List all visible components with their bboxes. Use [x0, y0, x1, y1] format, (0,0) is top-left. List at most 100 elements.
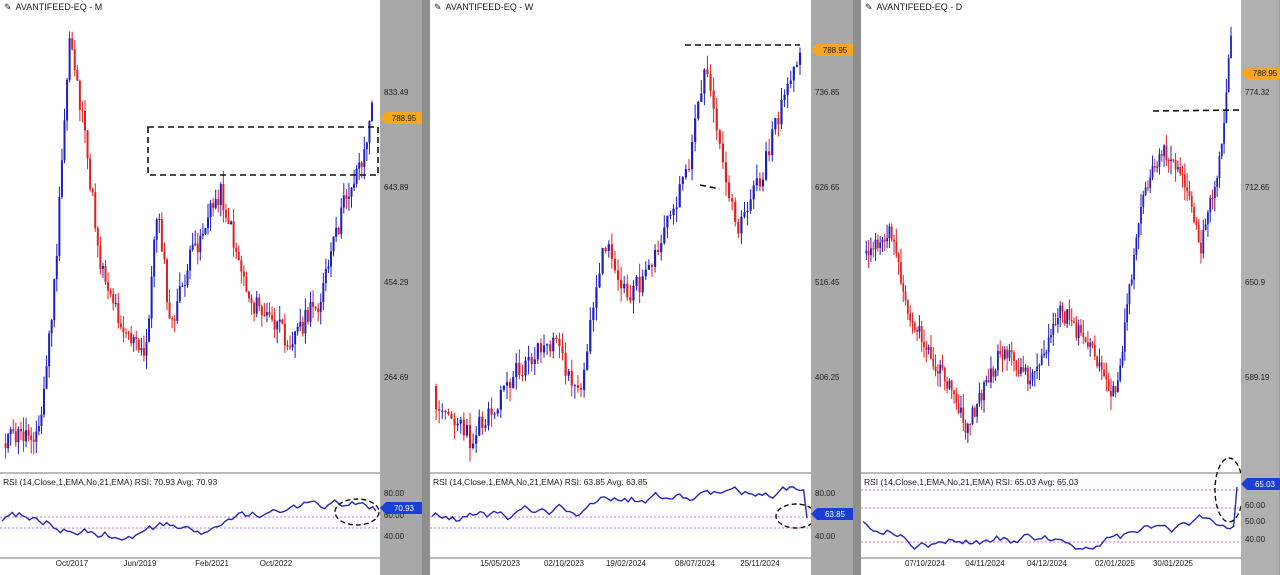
candle-body: [173, 319, 176, 321]
candle-body: [360, 162, 363, 167]
chart-panel-weekly[interactable]: 15/05/2023 02/10/2023 19/02/2024 08/07/2024…: [430, 0, 811, 575]
candle-body: [1174, 159, 1177, 170]
candle-body: [1147, 187, 1149, 189]
candle-body: [1160, 154, 1163, 156]
time-axis-label: Feb/2021: [195, 559, 229, 568]
candle-body: [240, 260, 243, 272]
candle-body: [181, 285, 184, 287]
candle-body: [99, 245, 102, 269]
candle-body: [700, 93, 703, 102]
candle-body: [456, 423, 459, 426]
candle-body: [89, 158, 92, 190]
candle-body: [9, 429, 12, 435]
candle-body: [780, 100, 783, 125]
candle-body: [345, 195, 348, 199]
chart-panel-daily[interactable]: 07/10/2024 04/11/2024 04/12/2024 02/01/2025…: [861, 0, 1241, 575]
candle-body: [63, 120, 66, 161]
resistance-line-annotation: [1152, 109, 1241, 112]
candle-body: [1204, 224, 1207, 231]
candle-body: [453, 418, 456, 426]
rsi-legend: RSI (14,Close,1,EMA,No,21,EMA) RSI: 63.8…: [433, 477, 648, 487]
candle-body: [355, 168, 358, 184]
candle-body: [1017, 369, 1020, 374]
candle-body: [718, 130, 721, 144]
time-axis-label: 07/10/2024: [905, 559, 946, 568]
candle-body: [1213, 186, 1216, 199]
time-axis-label: Jun/2019: [124, 559, 157, 568]
candle-body: [1010, 350, 1013, 353]
candle-body: [1045, 352, 1048, 354]
candle-body: [1031, 372, 1034, 381]
daily-chart-svg[interactable]: 07/10/2024 04/11/2024 04/12/2024 02/01/2025…: [861, 0, 1241, 575]
candle-body: [774, 118, 777, 130]
candle-body: [214, 199, 217, 208]
candle-body: [91, 189, 94, 193]
candle-body: [731, 198, 734, 202]
candle-body: [1100, 362, 1103, 370]
candle-body: [1209, 198, 1212, 213]
candle-body: [459, 419, 462, 424]
candle-body: [930, 347, 932, 359]
candle-body: [777, 118, 780, 125]
candle-body: [335, 227, 338, 237]
pin-icon[interactable]: ✎: [4, 2, 12, 12]
candle-body: [1183, 174, 1186, 188]
candle-body: [524, 360, 527, 376]
candle-body: [1202, 230, 1205, 254]
candle-body: [955, 394, 958, 404]
candle-body: [22, 431, 25, 442]
candle-body: [17, 429, 20, 443]
candle-body: [1151, 166, 1154, 178]
weekly-chart-svg[interactable]: 15/05/2023 02/10/2023 19/02/2024 08/07/2024…: [430, 0, 811, 575]
pin-icon[interactable]: ✎: [434, 2, 442, 12]
candle-body: [4, 443, 7, 449]
candle-body: [948, 380, 951, 389]
candle-body: [314, 306, 317, 309]
candle-body: [43, 388, 45, 415]
time-axis-label: Oct/2017: [56, 559, 89, 568]
monthly-chart-svg[interactable]: Oct/2017 Jun/2019 Feb/2021 Oct/2022: [0, 0, 380, 575]
candle-body: [117, 302, 120, 324]
candle-body: [595, 287, 598, 308]
candle-body: [592, 307, 595, 321]
candle-body: [1063, 311, 1066, 324]
candle-body: [672, 208, 675, 216]
candle-body: [515, 362, 518, 378]
candle-body: [317, 308, 320, 312]
candle-body: [897, 253, 900, 262]
candle-body: [273, 319, 276, 330]
candle-body: [183, 285, 186, 287]
candle-body: [1015, 360, 1018, 370]
chart-panel-monthly[interactable]: Oct/2017 Jun/2019 Feb/2021 Oct/2022 ✎ AVANTI…: [0, 0, 380, 575]
chart-title: ✎ AVANTIFEED-EQ - M: [4, 2, 103, 12]
candle-body: [201, 233, 204, 236]
candle-body: [248, 291, 250, 299]
time-axis-label: 04/11/2024: [965, 559, 1005, 568]
candle-body: [299, 322, 302, 327]
candle-body: [189, 249, 192, 271]
candle-body: [902, 283, 905, 292]
candle-body: [1170, 159, 1172, 162]
candle-body: [623, 283, 626, 289]
candle-body: [19, 429, 22, 432]
candle-body: [153, 239, 156, 277]
candle-body: [490, 408, 493, 415]
candle-body: [1227, 58, 1230, 93]
candle-body: [893, 239, 895, 242]
candle-body: [1197, 224, 1200, 243]
candle-body: [1172, 159, 1175, 161]
candle-body: [207, 217, 209, 228]
pin-icon[interactable]: ✎: [865, 2, 873, 12]
rsi-highlight-ellipse: [1214, 457, 1241, 523]
candle-body: [941, 364, 944, 368]
candle-body: [1126, 304, 1129, 323]
candle-body: [904, 291, 907, 301]
candle-body: [549, 344, 552, 352]
candle-body: [104, 266, 107, 283]
candle-body: [1022, 367, 1025, 372]
candle-body: [365, 142, 368, 150]
candle-body: [186, 270, 189, 286]
candle-body: [911, 320, 914, 324]
candle-body: [1033, 371, 1036, 373]
candle-body: [1218, 156, 1221, 178]
